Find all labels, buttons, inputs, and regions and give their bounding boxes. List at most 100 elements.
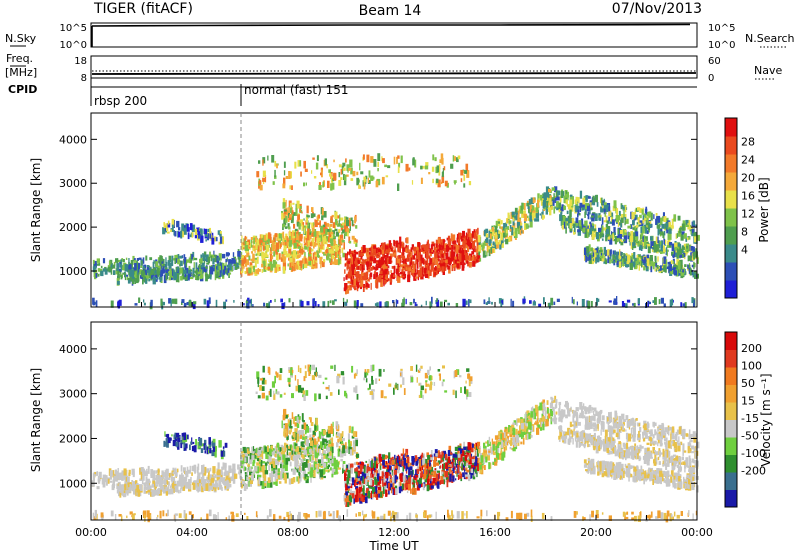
scatter-cell — [416, 247, 418, 250]
scatter-cell — [333, 160, 335, 163]
scatter-cell — [325, 470, 328, 472]
scatter-cell — [287, 458, 290, 462]
scatter-cell — [432, 242, 435, 245]
scatter-cell — [161, 258, 163, 261]
scatter-cell — [155, 481, 156, 484]
scatter-cell — [401, 303, 403, 307]
scatter-cell — [478, 235, 481, 242]
scatter-cell — [177, 259, 180, 265]
scatter-cell — [444, 248, 446, 254]
scatter-cell — [647, 258, 650, 266]
scatter-cell — [327, 244, 330, 247]
scatter-cell — [542, 193, 543, 197]
scatter-cell — [552, 187, 555, 191]
scatter-cell — [135, 278, 137, 284]
scatter-cell — [437, 165, 439, 172]
scatter-cell — [294, 162, 296, 169]
scatter-cell — [195, 229, 197, 235]
nsky-trace — [92, 25, 690, 27]
scatter-cell — [282, 239, 284, 242]
scatter-cell — [184, 254, 186, 259]
scatter-cell — [435, 266, 436, 270]
nsearch-tick-high: 10^5 — [708, 23, 735, 34]
scatter-cell — [270, 264, 273, 271]
scatter-cell — [169, 473, 171, 478]
scatter-cell — [360, 280, 363, 287]
scatter-cell — [273, 460, 275, 466]
scatter-cell — [289, 236, 291, 239]
scatter-cell — [630, 263, 633, 270]
scatter-cell — [375, 280, 377, 283]
scatter-cell — [642, 209, 644, 215]
scatter-cell — [209, 302, 211, 304]
scatter-cell — [608, 256, 609, 261]
scatter-cell — [403, 260, 405, 264]
scatter-cell — [289, 185, 291, 189]
scatter-cell — [170, 264, 171, 269]
scatter-cell — [157, 269, 160, 275]
scatter-cell — [314, 242, 317, 245]
scatter-cell — [108, 479, 110, 484]
scatter-cell — [265, 267, 267, 270]
scatter-cell — [677, 249, 680, 255]
scatter-cell — [223, 269, 225, 274]
scatter-cell — [647, 267, 649, 269]
scatter-cell — [689, 220, 691, 224]
scatter-cell — [119, 300, 122, 306]
scatter-cell — [664, 303, 666, 306]
scatter-cell — [618, 215, 620, 220]
scatter-cell — [388, 271, 390, 275]
scatter-cell — [566, 199, 568, 204]
scatter-cell — [402, 244, 405, 248]
scatter-cell — [109, 261, 111, 267]
scatter-cell — [207, 480, 208, 483]
scatter-cell — [627, 300, 630, 303]
scatter-cell — [284, 162, 286, 168]
scatter-cell — [532, 205, 535, 210]
scatter-cell — [604, 205, 607, 209]
scatter-cell — [340, 218, 343, 221]
scatter-cell — [257, 257, 259, 264]
scatter-cell — [490, 233, 492, 239]
scatter-cell — [400, 272, 403, 275]
scatter-cell — [672, 254, 675, 257]
scatter-cell — [496, 240, 498, 244]
scatter-cell — [289, 479, 291, 485]
scatter-cell — [322, 208, 324, 216]
scatter-cell — [378, 249, 381, 252]
scatter-cell — [423, 251, 425, 253]
scatter-cell — [154, 490, 157, 495]
scatter-cell — [678, 216, 681, 221]
scatter-cell — [660, 265, 662, 270]
nave-tick-low: 0 — [708, 73, 714, 84]
scatter-cell — [251, 237, 253, 240]
scatter-cell — [293, 224, 295, 229]
scatter-cell — [150, 473, 152, 478]
scatter-cell — [200, 274, 203, 278]
scatter-cell — [579, 220, 582, 226]
scatter-cell — [142, 471, 145, 475]
scatter-cell — [156, 475, 159, 481]
scatter-cell — [491, 302, 493, 305]
scatter-cell — [394, 252, 396, 255]
scatter-cell — [345, 264, 346, 267]
scatter-cell — [181, 465, 183, 472]
scatter-cell — [389, 240, 391, 248]
scatter-cell — [121, 484, 124, 487]
colorbar-segment — [725, 226, 737, 245]
scatter-cell — [126, 275, 128, 277]
scatter-cell — [300, 474, 301, 481]
scatter-cell — [582, 207, 585, 210]
scatter-cell — [553, 193, 554, 200]
scatter-cell — [225, 464, 227, 471]
scatter-cell — [132, 469, 135, 475]
scatter-cell — [128, 280, 131, 284]
scatter-cell — [323, 463, 326, 468]
scatter-cell — [495, 226, 497, 233]
scatter-cell — [328, 301, 330, 308]
scatter-cell — [569, 223, 570, 227]
scatter-cell — [521, 228, 522, 230]
scatter-cell — [520, 230, 522, 235]
scatter-cell — [285, 240, 287, 242]
scatter-cell — [210, 267, 213, 274]
